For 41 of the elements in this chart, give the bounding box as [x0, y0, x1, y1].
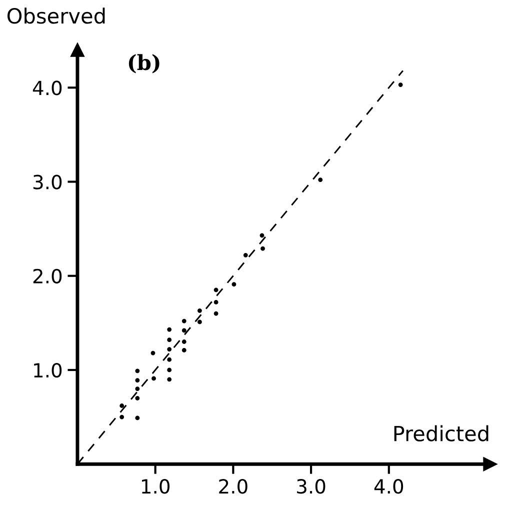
- x-axis-title: Predicted: [394, 425, 488, 442]
- point: [243, 252, 248, 258]
- point: [214, 311, 218, 316]
- y-tick-label: 2.0: [33, 268, 62, 284]
- x-tick-label: 4.0: [374, 479, 404, 494]
- point: [167, 338, 172, 342]
- annotation: (b): [128, 54, 160, 74]
- point: [398, 82, 403, 87]
- x-tick-label: 2.0: [219, 479, 248, 494]
- x-tick-label: 1.0: [142, 479, 170, 494]
- y-axis-title: Observed: [7, 8, 105, 24]
- point: [120, 414, 124, 420]
- point: [167, 357, 172, 362]
- point: [135, 386, 140, 391]
- point: [182, 318, 186, 324]
- point: [135, 378, 140, 383]
- point: [182, 340, 186, 344]
- point: [198, 308, 202, 313]
- point: [120, 404, 124, 408]
- y-tick-label: 4.0: [32, 80, 62, 96]
- point: [150, 350, 156, 356]
- point: [318, 178, 323, 182]
- point: [167, 347, 172, 352]
- x-tick-label: 3.0: [297, 479, 326, 494]
- y-tick-label: 3.0: [33, 174, 62, 190]
- point: [135, 416, 140, 420]
- point: [135, 396, 140, 400]
- y-tick-label: 1.0: [34, 362, 62, 378]
- point: [135, 368, 140, 374]
- point: [214, 288, 218, 292]
- point: [152, 376, 156, 381]
- point: [260, 246, 265, 251]
- point: [167, 368, 172, 372]
- point: [182, 328, 186, 333]
- point: [182, 348, 186, 352]
- point: [232, 282, 236, 287]
- point: [198, 320, 202, 324]
- point: [260, 233, 264, 238]
- point: [167, 377, 172, 382]
- point: [167, 327, 172, 332]
- point: [214, 300, 218, 304]
